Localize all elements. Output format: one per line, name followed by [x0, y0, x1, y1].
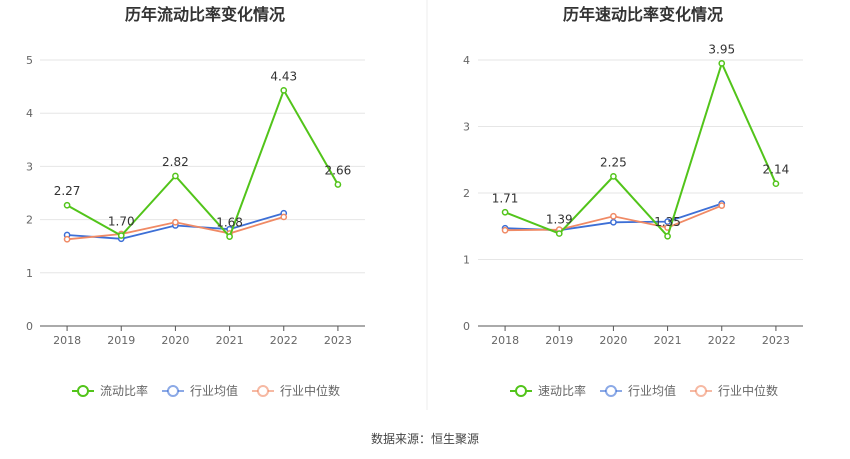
data-point-primary	[172, 172, 179, 180]
x-tick-label: 2023	[324, 334, 352, 347]
legend-marker-icon	[257, 385, 269, 397]
data-point-primary	[610, 173, 617, 180]
y-tick-label: 5	[26, 54, 33, 67]
data-point-primary	[63, 201, 71, 209]
y-tick-label: 0	[463, 320, 470, 333]
series-line-primary	[66, 87, 339, 239]
x-tick-label: 2022	[270, 334, 298, 347]
data-point-primary	[117, 232, 125, 239]
data-point-primary	[334, 181, 342, 188]
legend-marker-icon	[77, 385, 89, 397]
legend-label: 行业均值	[628, 383, 676, 398]
data-point-median	[501, 226, 509, 234]
legend-label: 流动比率	[100, 383, 148, 398]
x-tick-label: 2020	[599, 334, 627, 347]
legend-item-median: 行业中位数	[252, 383, 340, 398]
legend-label: 行业中位数	[718, 383, 778, 398]
y-tick-label: 2	[463, 187, 470, 200]
legend-marker-icon	[695, 385, 707, 397]
data-point-avg	[610, 218, 617, 226]
x-tick-label: 2019	[545, 334, 573, 347]
data-point-primary	[501, 208, 509, 216]
data-point-primary	[772, 180, 780, 188]
data-point-primary	[226, 233, 233, 240]
chart-title: 历年流动比率变化情况	[125, 5, 285, 24]
x-tick-label: 2020	[161, 334, 189, 347]
x-tick-label: 2022	[708, 334, 736, 347]
data-label: 2.25	[600, 155, 627, 169]
x-tick-label: 2021	[216, 334, 244, 347]
y-tick-label: 4	[26, 107, 33, 120]
data-label: 1.70	[108, 215, 135, 229]
legend-item-median: 行业中位数	[690, 383, 778, 398]
legend-item-avg: 行业均值	[162, 383, 238, 398]
data-point-median	[718, 202, 726, 209]
data-label: 3.95	[708, 42, 735, 56]
legend-marker-icon	[167, 385, 179, 397]
y-tick-label: 3	[463, 121, 470, 134]
current-ratio-chart: 历年流动比率变化情况 0 1 2 3 4 5 2018 2019 2020 2021 2022 2023…	[26, 5, 365, 398]
data-point-primary	[718, 59, 726, 67]
legend-marker-icon	[605, 385, 617, 397]
data-label: 2.66	[325, 163, 352, 177]
y-tick-label: 0	[26, 320, 33, 333]
data-point-median	[280, 213, 288, 221]
x-tick-label: 2018	[491, 334, 519, 347]
data-label: 2.14	[763, 163, 790, 177]
data-label: 1.68	[216, 216, 243, 230]
data-label: 2.27	[54, 184, 81, 198]
x-tick-label: 2019	[107, 334, 135, 347]
data-label: 1.71	[492, 191, 519, 205]
data-point-avg	[664, 218, 671, 225]
source-text: 数据来源：恒生聚源	[371, 431, 479, 446]
y-tick-label: 1	[463, 254, 470, 267]
legend-item-primary: 流动比率	[72, 383, 148, 398]
chart-title: 历年速动比率变化情况	[563, 5, 723, 24]
data-point-median	[172, 218, 179, 226]
data-point-primary	[664, 232, 671, 240]
y-tick-label: 2	[26, 214, 33, 227]
series-line-primary	[504, 60, 777, 239]
x-tick-label: 2018	[53, 334, 81, 347]
legend-label: 行业中位数	[280, 383, 340, 398]
data-point-median	[63, 235, 71, 243]
y-tick-label: 3	[26, 160, 33, 173]
legend-label: 速动比率	[538, 383, 586, 398]
data-label: 1.39	[546, 213, 573, 227]
y-tick-label: 4	[463, 54, 470, 67]
quick-ratio-chart: 历年速动比率变化情况 0 1 2 3 4 2018 2019 2020 2021 2022 2023 1…	[463, 5, 803, 398]
data-point-primary	[555, 230, 563, 237]
legend-item-primary: 速动比率	[510, 383, 586, 398]
data-point-primary	[280, 86, 288, 94]
legend-item-avg: 行业均值	[600, 383, 676, 398]
data-label: 1.35	[654, 215, 681, 229]
data-label: 2.82	[162, 155, 189, 169]
legend-label: 行业均值	[190, 383, 238, 398]
legend-marker-icon	[515, 385, 527, 397]
data-point-median	[610, 212, 617, 220]
y-tick-label: 1	[26, 267, 33, 280]
data-label: 4.43	[270, 69, 297, 83]
x-tick-label: 2021	[654, 334, 682, 347]
x-tick-label: 2023	[762, 334, 790, 347]
